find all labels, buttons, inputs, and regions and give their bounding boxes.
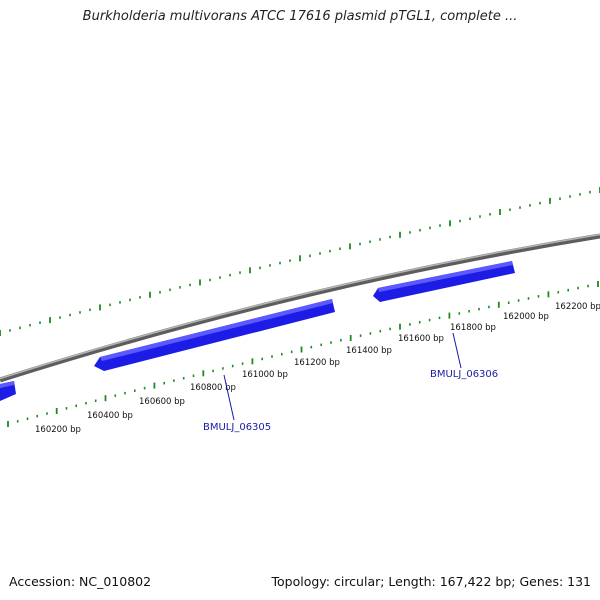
- gene-label-bmulj-06306[interactable]: BMULJ_06306: [430, 369, 498, 380]
- tick-label-160400: 160400 bp: [87, 411, 133, 421]
- tick-label-161400: 161400 bp: [346, 346, 392, 356]
- tick-label-161000: 161000 bp: [242, 370, 288, 380]
- map-title: Burkholderia multivorans ATCC 17616 plas…: [82, 9, 518, 24]
- tick-label-161600: 161600 bp: [398, 334, 444, 344]
- tick-label-161200: 161200 bp: [294, 358, 340, 368]
- tick-label-160800: 160800 bp: [190, 383, 236, 393]
- tick-labels: 160200 bp 160400 bp 160600 bp 160800 bp …: [35, 302, 600, 435]
- tick-label-162000: 162000 bp: [503, 312, 549, 322]
- tick-label-160600: 160600 bp: [139, 397, 185, 407]
- gene-label-leaders: [223, 332, 462, 421]
- tick-label-161800: 161800 bp: [450, 323, 496, 333]
- tick-label-162200: 162200 bp: [555, 302, 600, 312]
- outer-tick-ring: [0, 187, 600, 336]
- inner-tick-ring: [7, 281, 599, 427]
- tick-label-160200: 160200 bp: [35, 425, 81, 435]
- gene-label-bmulj-06305[interactable]: BMULJ_06305: [203, 422, 271, 433]
- accession-text: Accession: NC_010802: [9, 574, 152, 589]
- backbone: [0, 233, 600, 383]
- gene-feature-left-edge[interactable]: [0, 381, 16, 401]
- gene-feature-bmulj-06306[interactable]: [373, 261, 515, 302]
- gene-feature-bmulj-06305[interactable]: [94, 299, 335, 371]
- topology-summary: Topology: circular; Length: 167,422 bp; …: [271, 574, 592, 589]
